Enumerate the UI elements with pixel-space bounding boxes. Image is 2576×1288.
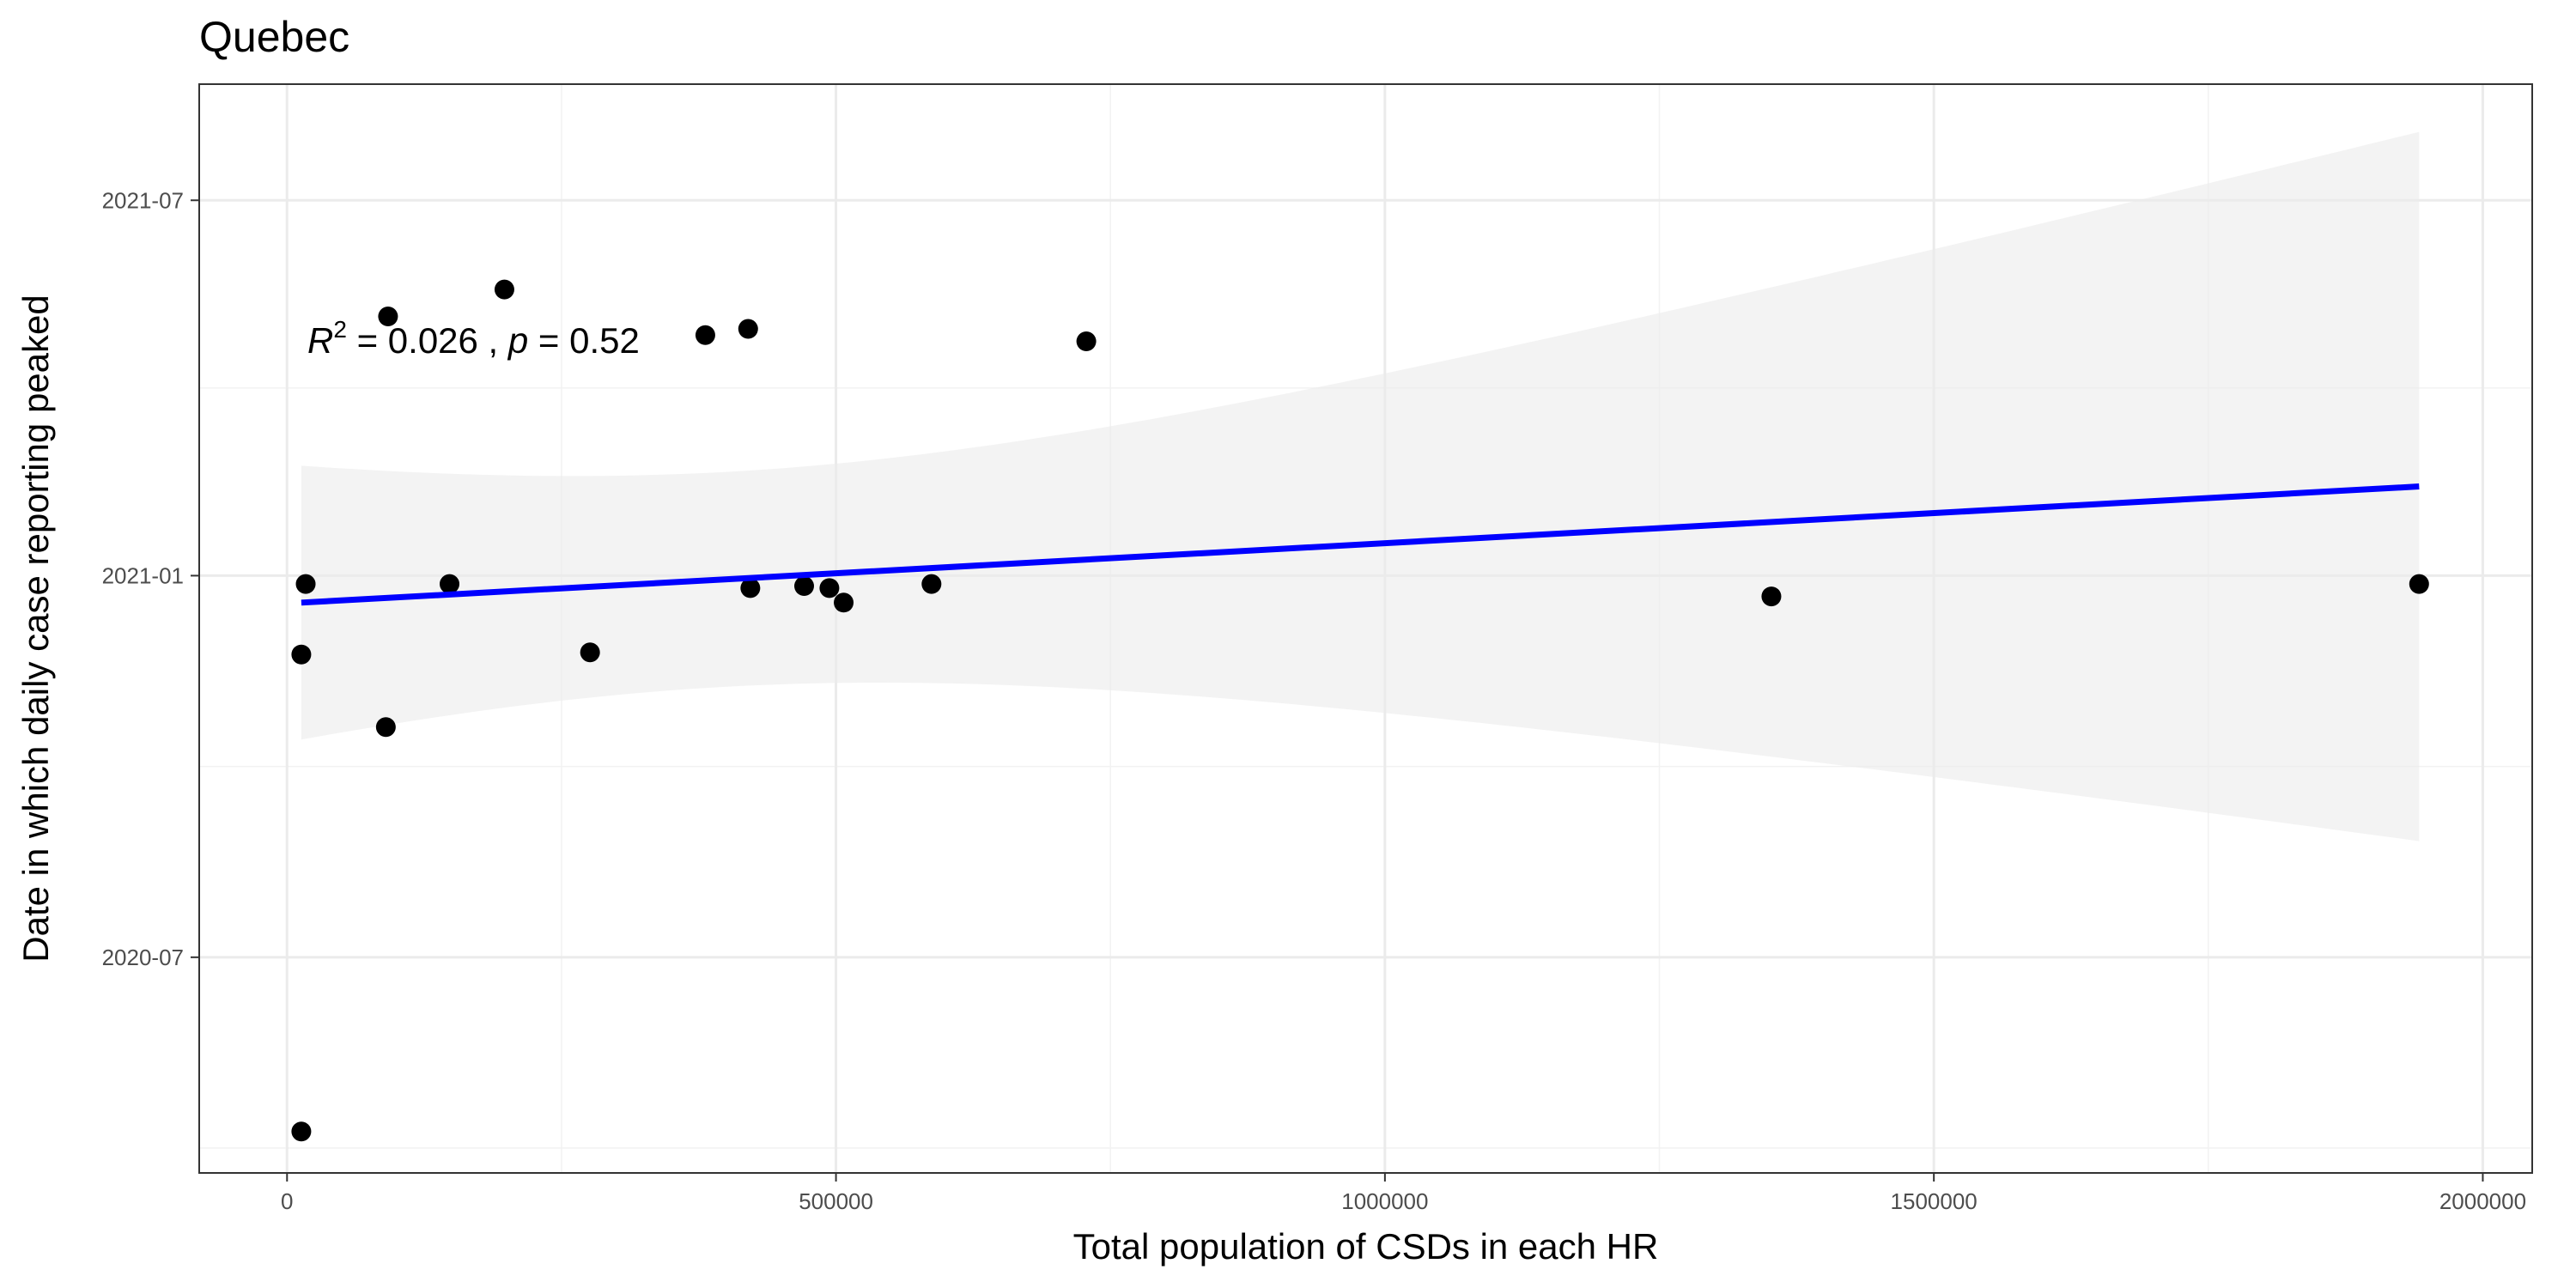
data-point-9: [695, 325, 715, 345]
axis-layer: 0 500000 1000000 1500000 2000000 2020-07 2021-…: [15, 187, 2526, 1267]
y-axis-title: Date in which daily case reporting peake…: [15, 295, 56, 962]
y-tick-label: 2021-07: [102, 187, 184, 213]
data-point-7: [494, 279, 514, 300]
annotation-separator: ,: [478, 320, 508, 361]
data-point-3: [295, 574, 316, 594]
data-point-15: [921, 574, 942, 594]
data-point-4: [375, 717, 396, 738]
data-point-13: [819, 578, 840, 598]
r2-label: R: [307, 320, 333, 361]
data-point-1: [291, 1121, 312, 1142]
data-point-6: [440, 574, 460, 594]
x-tick-label: 2000000: [2439, 1188, 2526, 1214]
data-point-5: [378, 307, 398, 327]
x-tick-label: 500000: [799, 1188, 873, 1214]
confidence-band: [301, 131, 2420, 841]
x-axis-title: Total population of CSDs in each HR: [1073, 1226, 1659, 1267]
data-point-8: [580, 642, 600, 663]
p-label: p: [507, 320, 528, 361]
confidence-band-layer: [301, 131, 2420, 841]
chart-title: Quebec: [199, 13, 349, 61]
data-point-14: [834, 592, 854, 613]
data-point-17: [1761, 586, 1782, 607]
r2-value: = 0.026: [347, 320, 478, 361]
data-point-16: [1076, 331, 1097, 351]
annotation-layer: R2 = 0.026 , p = 0.52: [307, 316, 640, 361]
x-tick-label: 1000000: [1341, 1188, 1428, 1214]
y-tick-label: 2021-01: [102, 562, 184, 588]
x-tick-label: 1500000: [1891, 1188, 1978, 1214]
x-tick-label: 0: [281, 1188, 293, 1214]
data-point-18: [2409, 574, 2429, 594]
points-layer: [291, 279, 2429, 1142]
regression-line-layer: [301, 483, 2420, 606]
y-tick-label: 2020-07: [102, 945, 184, 970]
data-point-2: [291, 644, 312, 665]
data-point-12: [794, 575, 815, 596]
panel-border: [198, 83, 2533, 1174]
p-value: = 0.52: [528, 320, 640, 361]
regression-line: [301, 483, 2420, 606]
data-point-10: [738, 319, 758, 339]
r2-superscript: 2: [333, 316, 347, 343]
regression-annotation: R2 = 0.026 , p = 0.52: [307, 316, 640, 361]
data-point-11: [740, 578, 761, 598]
